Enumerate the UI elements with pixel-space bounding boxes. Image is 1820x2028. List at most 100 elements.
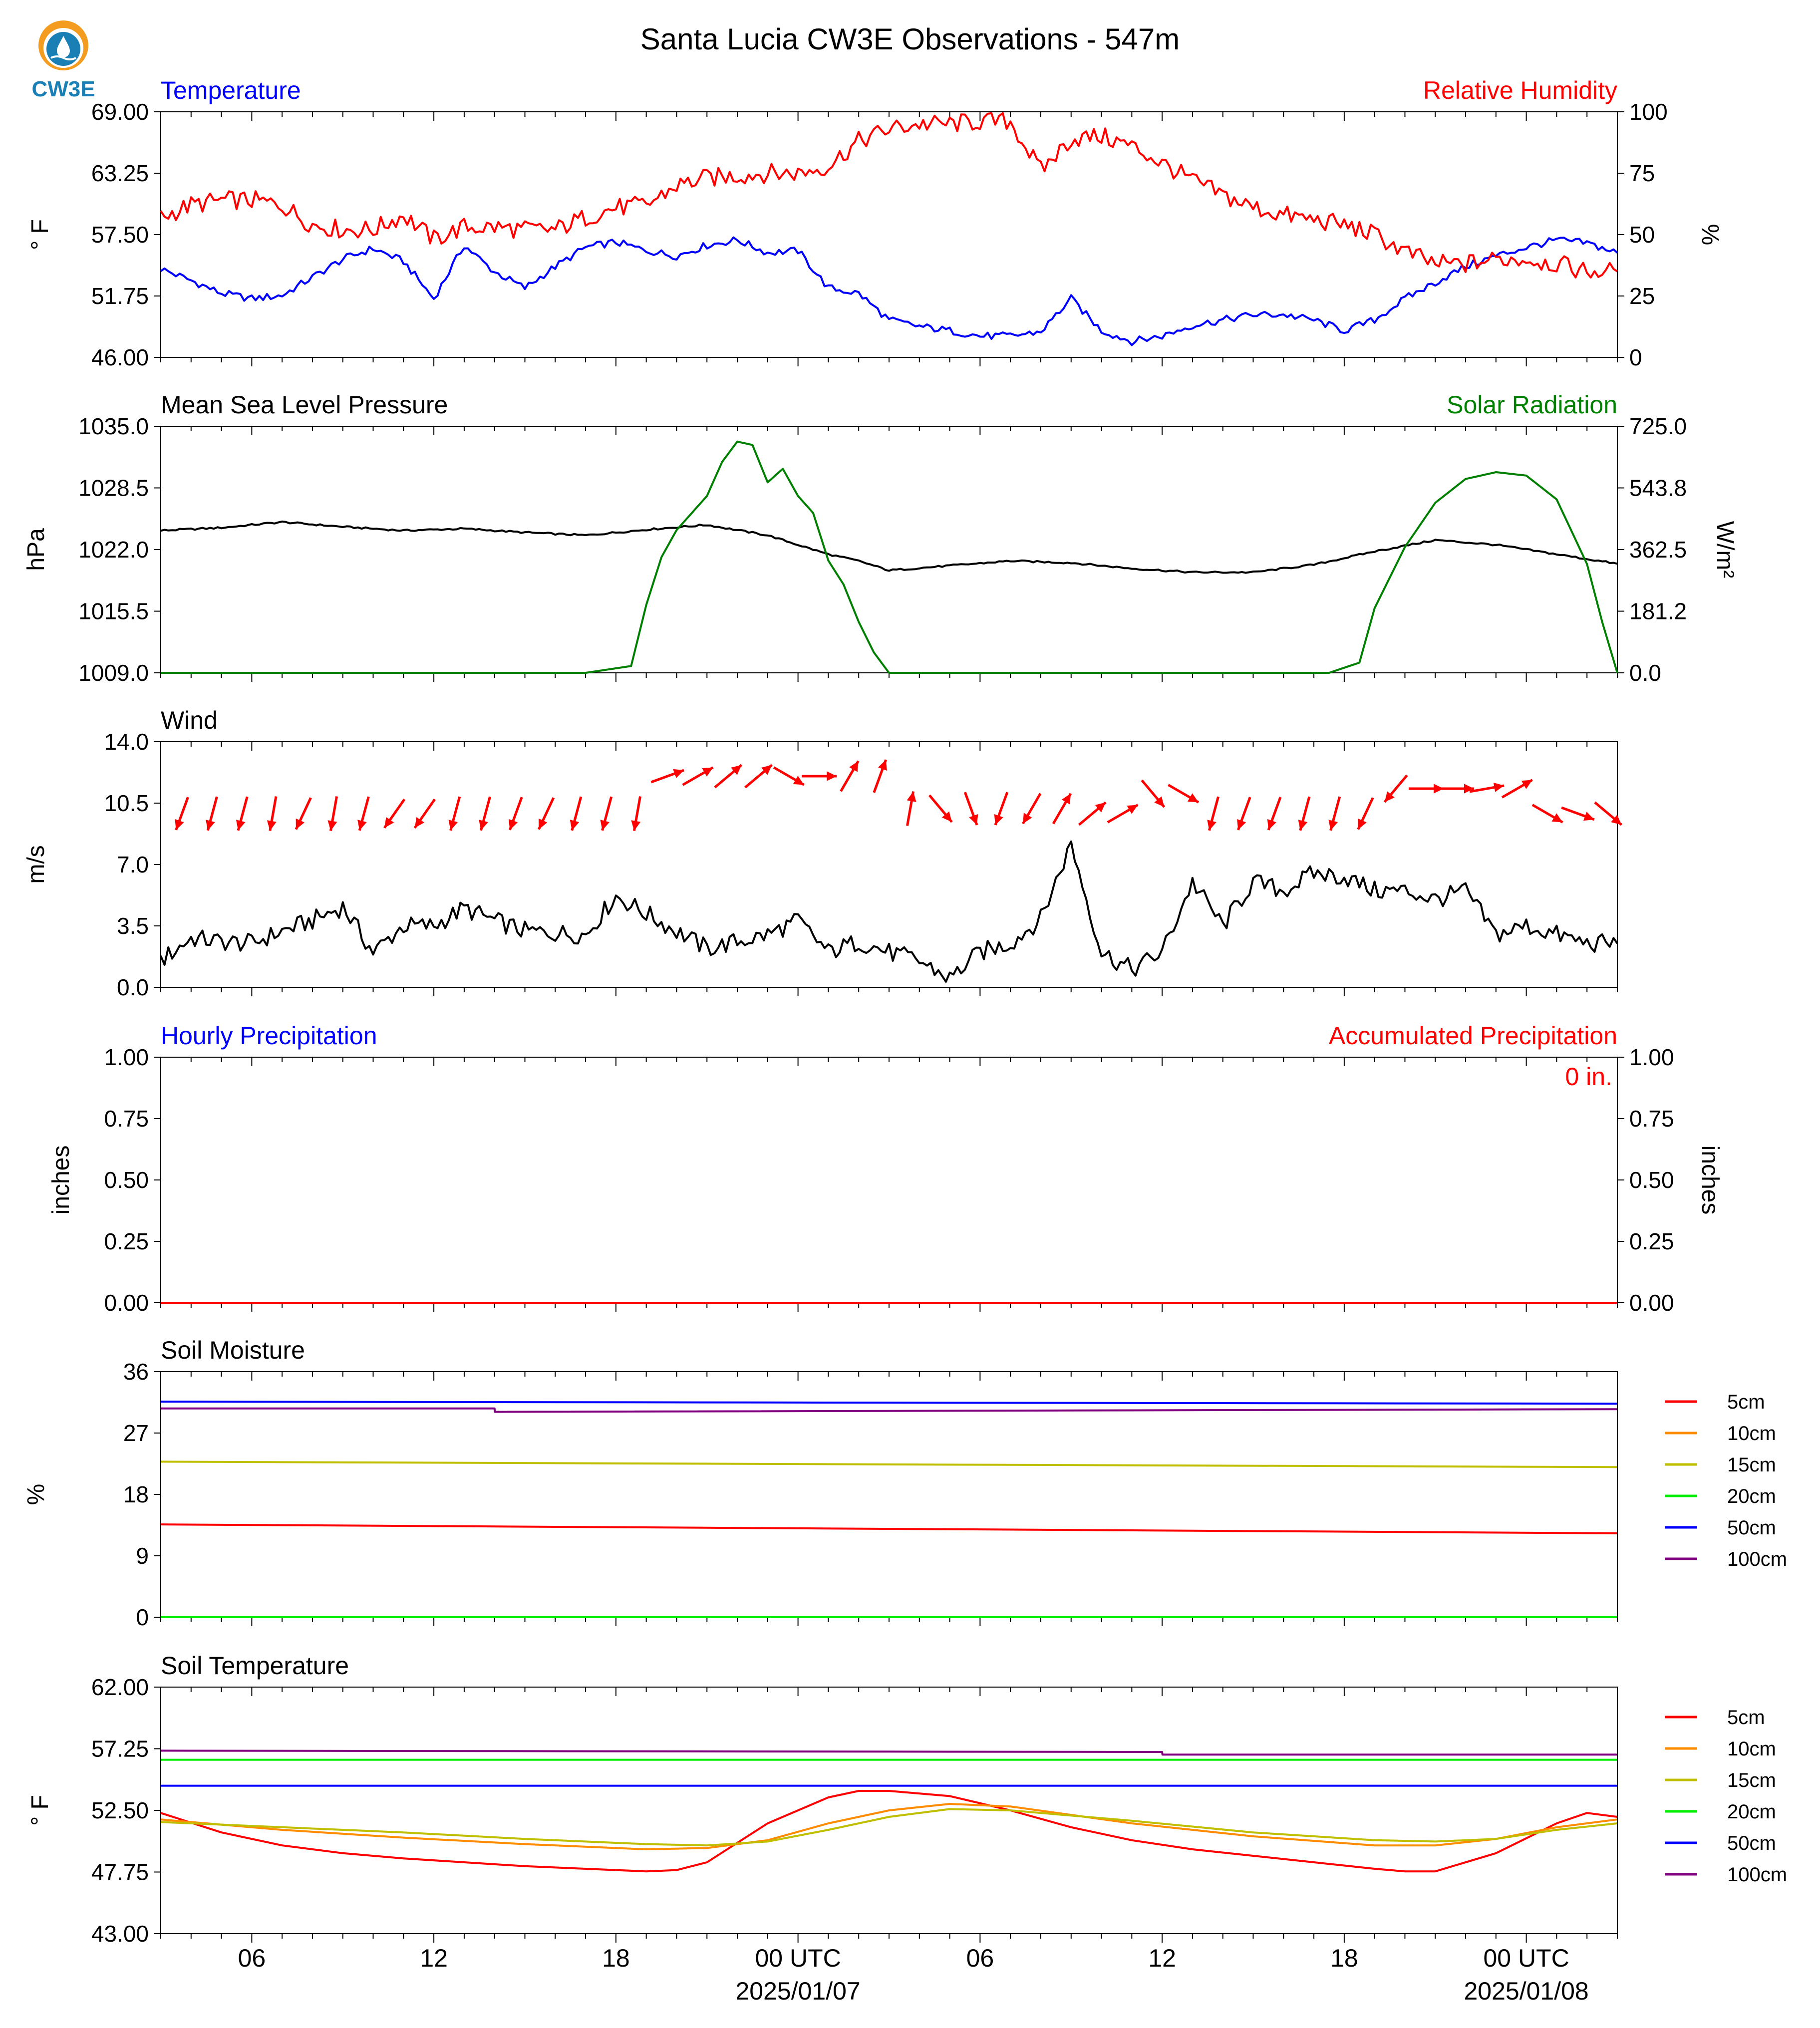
wind-arrow-head (570, 820, 580, 831)
wind-arrow-head (994, 814, 1003, 825)
wind-arrow-head (849, 761, 859, 772)
precip-total-annotation: 0 in. (1565, 1063, 1612, 1091)
y-tick-label-right: 0.00 (1629, 1290, 1674, 1316)
series-line-mean-sea-level-pressure (160, 520, 1618, 574)
wind-arrow-head (907, 791, 916, 802)
y-tick-label-right: 181.2 (1629, 598, 1687, 624)
series-line-5cm (160, 1790, 1618, 1873)
wind-arrow (1501, 779, 1533, 799)
x-tick-label: 06 (966, 1944, 994, 1972)
legend-label-15cm: 15cm (1727, 1454, 1776, 1476)
wind-arrow (1531, 804, 1563, 824)
wind-arrow (1236, 797, 1251, 831)
wind-arrow-head (941, 811, 952, 822)
legend-label-50cm: 50cm (1727, 1832, 1776, 1854)
logo-text: CW3E (31, 77, 95, 101)
wind-arrow-head (1154, 796, 1165, 807)
y-tick-label-left: 0.25 (104, 1228, 149, 1254)
wind-arrow-head (761, 765, 772, 775)
y-tick-label-left: 0.75 (104, 1106, 149, 1132)
x-tick-label: 18 (602, 1944, 630, 1972)
y-tick-label-left: 36 (123, 1359, 149, 1385)
y-tick-label-left: 1022.0 (78, 537, 149, 563)
wind-arrow-head (1023, 813, 1032, 824)
chart-title: Santa Lucia CW3E Observations - 547m (640, 22, 1180, 56)
y-axis-label-left: inches (48, 1146, 74, 1215)
wind-arrow-head (878, 760, 887, 771)
y-tick-label-right: 0.0 (1629, 660, 1661, 686)
y-tick-label-right: 362.5 (1629, 537, 1687, 563)
panel-wind: Wind 14.0 10.5 7.0 3.5 0.0 m/s (23, 706, 1623, 1000)
wind-arrow-head (357, 820, 367, 831)
wind-arrow-head (702, 767, 713, 777)
y-tick-label-left: 51.75 (91, 283, 149, 309)
y-tick-label-right: 725.0 (1629, 413, 1687, 439)
y-tick-label-left: 14.0 (104, 729, 149, 755)
plot-frame (160, 741, 1618, 988)
wind-arrow-head (731, 765, 742, 775)
panel-soil-temperature: Soil Temperature 62.00 57.25 52.50 47.75 43.0… (27, 1652, 1787, 1947)
wind-arrow (537, 797, 555, 830)
wind-arrow (357, 796, 370, 831)
panel-title-right: Solar Radiation (1447, 391, 1617, 419)
y-tick-label-left: 1.00 (104, 1044, 149, 1070)
wind-arrow-head (1464, 784, 1474, 794)
wind-arrow-head (673, 769, 684, 778)
wind-arrow (1298, 796, 1311, 831)
panel-title-right: Relative Humidity (1423, 76, 1617, 104)
wind-arrow-head (206, 820, 215, 831)
wind-arrow (1141, 779, 1166, 808)
wind-arrow-head (1237, 819, 1246, 830)
y-tick-label-left: 18 (123, 1481, 149, 1507)
panel-title-left: Hourly Precipitation (161, 1022, 377, 1050)
y-tick-label-right: 0 (1629, 344, 1642, 370)
y-axis-label-right: inches (1697, 1146, 1723, 1215)
wind-arrow-head (296, 818, 304, 830)
wind-arrow (1078, 801, 1107, 826)
wind-arrow (413, 798, 436, 829)
wind-arrow (714, 764, 743, 789)
wind-arrow (1207, 796, 1219, 831)
wind-arrow-head (1061, 793, 1071, 805)
wind-arrow-head (267, 820, 277, 831)
wind-arrow (479, 796, 491, 831)
wind-arrow (1022, 793, 1042, 825)
series-line-50cm (160, 1401, 1618, 1405)
panel-title-left: Soil Moisture (161, 1336, 305, 1364)
wind-arrow (802, 771, 837, 781)
legend-label-20cm: 20cm (1727, 1485, 1776, 1507)
series-line-5cm (160, 1523, 1618, 1534)
y-tick-label-left: 7.0 (117, 852, 149, 877)
wind-arrow (295, 797, 312, 830)
y-tick-label-left: 1028.5 (78, 475, 149, 501)
wind-arrow (508, 797, 523, 831)
y-axis-label-left: m/s (23, 845, 49, 883)
cw3e-logo: CW3E (31, 18, 96, 103)
wind-arrow-head (1611, 815, 1622, 825)
wind-arrow (928, 794, 953, 823)
plot-frame (160, 1057, 1618, 1303)
legend-label-5cm: 5cm (1727, 1391, 1765, 1413)
x-tick-label: 00 UTC (755, 1944, 841, 1972)
wind-arrow (1561, 806, 1595, 821)
panel-soil-moisture: Soil Moisture 36 27 18 9 0% 5cm 10cm 15cm 20cm 50c… (23, 1336, 1787, 1630)
y-tick-label-left: 57.50 (91, 222, 149, 248)
x-tick-label: 18 (1330, 1944, 1358, 1972)
legend-label-10cm: 10cm (1727, 1423, 1776, 1445)
x-tick-label: 12 (1148, 1944, 1176, 1972)
wind-arrow-head (1127, 805, 1138, 814)
panel-title-left: Soil Temperature (161, 1652, 349, 1680)
wind-arrow-head (1328, 820, 1338, 831)
wind-arrow-head (1493, 782, 1505, 792)
legend-label-100cm: 100cm (1727, 1548, 1787, 1570)
y-tick-label-left: 9 (136, 1543, 149, 1569)
wind-arrow (206, 796, 218, 831)
wind-arrow-head (1583, 812, 1594, 821)
y-tick-label-left: 0 (136, 1604, 149, 1630)
y-tick-label-right: 75 (1629, 160, 1655, 186)
wind-arrow (650, 769, 684, 784)
wind-arrow (1168, 784, 1200, 804)
panel-title-left: Wind (161, 706, 218, 734)
wind-arrow-head (1298, 820, 1308, 831)
series-line-100cm (161, 1407, 1618, 1413)
